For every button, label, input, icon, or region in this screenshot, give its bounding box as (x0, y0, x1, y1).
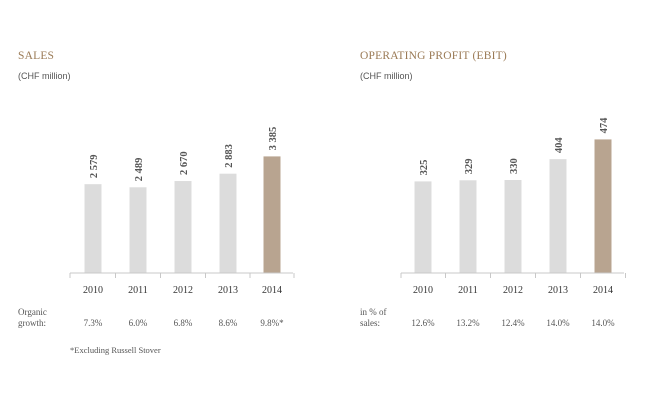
sales-year-label-2013: 2013 (218, 285, 238, 296)
ebit-bar-2012 (504, 180, 522, 273)
sales-footer-value-2014: 9.8%* (260, 318, 284, 328)
sales-value-label-2012: 2 670 (179, 151, 190, 175)
ebit-chart-unit: (CHF million) (360, 71, 413, 81)
ebit-value-label-2010: 325 (419, 160, 430, 176)
sales-bar-2012 (174, 181, 192, 273)
sales-year-label-2010: 2010 (83, 285, 103, 296)
sales-footer-value-2011: 6.0% (129, 318, 148, 328)
organic-growth-label-line1: Organic (18, 307, 47, 317)
ebit-value-label-2012: 330 (509, 158, 520, 174)
sales-x-ticks (69, 273, 295, 278)
ebit-bar-2010 (414, 181, 432, 273)
ebit-value-label-2014: 474 (599, 117, 610, 134)
ebit-bar-2011 (459, 180, 477, 273)
sales-bar-2010 (84, 184, 102, 273)
ebit-value-label-2011: 329 (464, 159, 475, 175)
sales-year-label-2014: 2014 (262, 285, 282, 296)
ebit-year-label-2014: 2014 (593, 285, 613, 296)
sales-year-label-2012: 2012 (173, 285, 193, 296)
ebit-x-ticks (400, 273, 626, 278)
sales-value-label-2010: 2 579 (89, 155, 100, 179)
sales-year-label-2011: 2011 (128, 285, 148, 296)
ebit-year-label-2012: 2012 (503, 285, 523, 296)
margin-label-line2: sales: (360, 318, 380, 328)
ebit-year-labels: 2010 2011 2012 2013 2014 (413, 285, 613, 296)
ebit-bar-2013 (549, 159, 567, 273)
organic-growth-label-line2: growth: (18, 318, 46, 328)
footnote: *Excluding Russell Stover (70, 345, 161, 355)
sales-value-labels: 2 579 2 489 2 670 2 883 3 385 (89, 127, 279, 181)
sales-footer-value-2013: 8.6% (219, 318, 238, 328)
ebit-year-label-2013: 2013 (548, 285, 568, 296)
sales-bars (84, 156, 281, 273)
ebit-value-labels: 325 329 330 404 474 (419, 117, 610, 175)
sales-year-labels: 2010 2011 2012 2013 2014 (83, 285, 282, 296)
sales-chart-unit: (CHF million) (18, 71, 71, 81)
margin-label-line1: in % of (360, 307, 387, 317)
ebit-bar-2014 (594, 139, 612, 273)
organic-growth-values: 7.3% 6.0% 6.8% 8.6% 9.8%* (84, 318, 284, 328)
sales-bar-2011 (129, 187, 147, 273)
margin-values: 12.6% 13.2% 12.4% 14.0% 14.0% (411, 318, 615, 328)
sales-value-label-2013: 2 883 (224, 144, 235, 168)
sales-chart: SALES (CHF million) 2 579 2 489 2 670 2 883… (18, 50, 295, 355)
ebit-footer-value-2014: 14.0% (591, 318, 615, 328)
sales-footer-value-2010: 7.3% (84, 318, 103, 328)
ebit-value-label-2013: 404 (554, 137, 565, 154)
ebit-year-label-2010: 2010 (413, 285, 433, 296)
sales-value-label-2011: 2 489 (134, 158, 145, 182)
sales-value-label-2014: 3 385 (268, 127, 279, 151)
sales-bar-2013 (219, 173, 237, 273)
ebit-footer-value-2011: 13.2% (456, 318, 480, 328)
sales-chart-title: SALES (18, 50, 54, 62)
ebit-footer-value-2012: 12.4% (501, 318, 525, 328)
ebit-year-label-2011: 2011 (458, 285, 478, 296)
sales-bar-2014 (263, 156, 281, 273)
ebit-chart-title: OPERATING PROFIT (EBIT) (360, 50, 507, 62)
sales-footer-value-2012: 6.8% (174, 318, 193, 328)
ebit-chart: OPERATING PROFIT (EBIT) (CHF million) 32… (360, 50, 626, 328)
ebit-footer-value-2010: 12.6% (411, 318, 435, 328)
ebit-bars (414, 139, 612, 273)
ebit-footer-value-2013: 14.0% (546, 318, 570, 328)
